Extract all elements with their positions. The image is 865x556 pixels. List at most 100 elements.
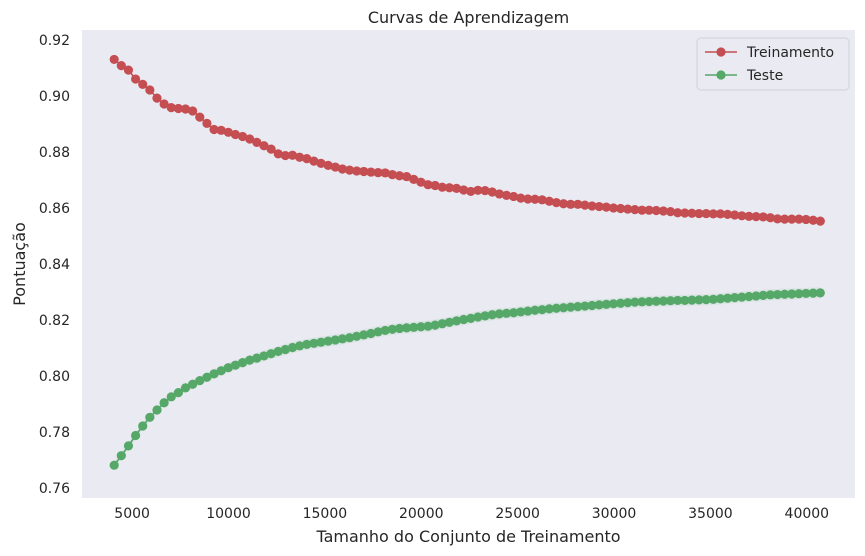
data-point [394, 171, 405, 181]
x-tick-label: 10000 [206, 506, 251, 522]
data-point [330, 335, 340, 345]
data-point [587, 300, 597, 311]
data-point [680, 295, 690, 306]
data-point [423, 180, 433, 190]
data-point [730, 210, 740, 220]
data-point [287, 150, 298, 160]
data-point [680, 208, 690, 218]
data-point [245, 134, 255, 144]
data-point [537, 195, 547, 205]
data-point [487, 310, 497, 320]
data-point [130, 430, 141, 441]
data-point [780, 214, 790, 224]
data-point [787, 214, 797, 224]
y-tick-label: 0.88 [39, 145, 70, 161]
data-point [430, 180, 440, 191]
data-point [309, 338, 319, 348]
data-point [665, 207, 676, 217]
x-tick-label: 40000 [785, 506, 830, 522]
x-tick-label: 15000 [303, 506, 348, 522]
data-point [402, 323, 412, 333]
data-point [223, 127, 233, 137]
data-point [295, 341, 305, 351]
data-point [444, 183, 455, 193]
data-point [673, 208, 683, 218]
data-point [772, 214, 783, 224]
data-point [366, 328, 376, 339]
x-tick-label: 20000 [399, 506, 444, 522]
data-point [722, 293, 733, 303]
data-point [665, 296, 676, 306]
data-point [744, 211, 754, 221]
data-point [437, 319, 447, 329]
data-point [751, 212, 761, 222]
x-axis-ticks: 5000 10000 15000 20000 25000 30000 35000 40000 [114, 506, 829, 522]
data-point [701, 208, 711, 219]
data-point [758, 212, 768, 222]
data-point [216, 366, 226, 376]
data-point [530, 305, 540, 315]
data-point [123, 65, 134, 75]
data-point [451, 183, 462, 193]
data-point [237, 358, 248, 368]
data-point [202, 118, 212, 128]
data-point [794, 289, 804, 299]
data-point [109, 54, 119, 65]
data-point [266, 349, 276, 359]
confidence-band [114, 287, 821, 469]
data-point [644, 205, 654, 215]
data-point [558, 303, 569, 313]
data-point [501, 308, 512, 318]
data-point [551, 198, 562, 208]
legend: Treinamento Teste [696, 37, 850, 91]
data-point [344, 165, 355, 175]
data-point [166, 103, 176, 113]
data-point [530, 194, 540, 204]
data-point [537, 305, 547, 315]
data-point [487, 187, 497, 197]
data-point [437, 182, 447, 192]
data-point [808, 215, 818, 225]
data-point [523, 306, 533, 316]
data-point [737, 292, 747, 302]
data-point [501, 190, 512, 200]
data-point [373, 327, 383, 337]
series-layer [109, 54, 825, 470]
data-point [701, 294, 711, 305]
data-point [173, 388, 183, 398]
data-point [715, 294, 726, 304]
data-point [466, 186, 476, 197]
data-point [615, 203, 626, 214]
data-point [658, 296, 668, 306]
data-point [130, 74, 141, 84]
data-point [494, 309, 504, 319]
x-tick-label: 5000 [114, 506, 150, 522]
data-point [116, 60, 126, 71]
data-point [509, 191, 519, 202]
data-point [566, 302, 576, 312]
data-point [145, 412, 155, 422]
plot-background [82, 30, 855, 498]
data-point [808, 288, 818, 298]
data-point [608, 299, 619, 309]
x-axis-label: Tamanho do Conjunto de Treinamento [315, 527, 620, 546]
data-point [323, 336, 333, 346]
data-point [751, 291, 761, 301]
y-tick-label: 0.82 [39, 313, 70, 329]
data-point [594, 300, 604, 310]
data-point [188, 106, 198, 116]
series [109, 288, 825, 470]
data-point [145, 85, 155, 95]
data-point [366, 167, 376, 177]
data-point [195, 112, 205, 122]
data-point [316, 337, 326, 347]
data-point [516, 307, 526, 317]
data-point [116, 451, 126, 461]
data-point [423, 321, 433, 331]
y-axis-label: Pontuação [10, 222, 29, 306]
data-point [416, 322, 426, 332]
data-point [509, 308, 519, 318]
y-tick-label: 0.80 [39, 369, 70, 385]
data-point [173, 103, 183, 114]
y-tick-label: 0.90 [39, 89, 70, 105]
